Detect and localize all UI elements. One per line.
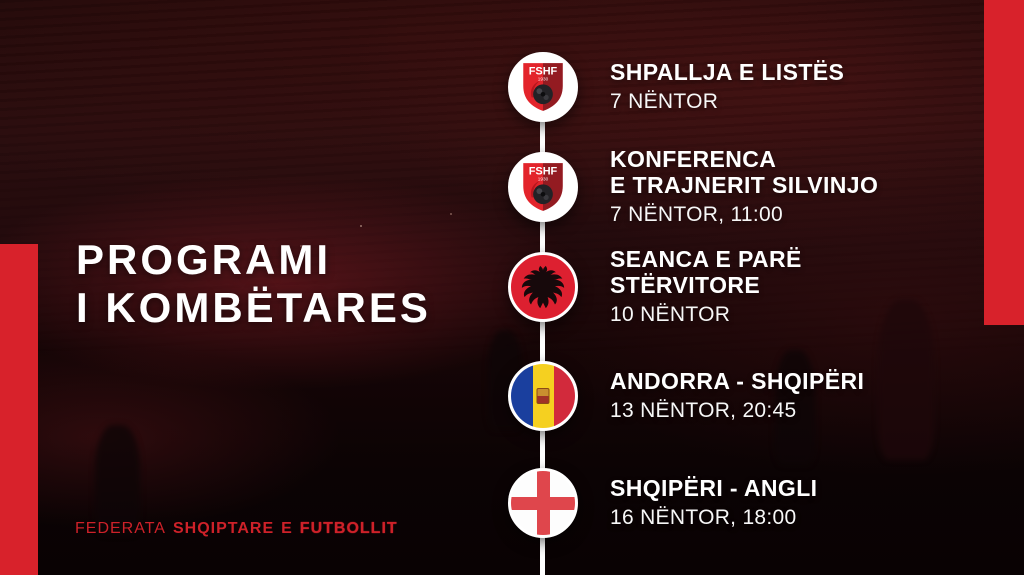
fshf-crest-icon: FSHF 1930 [508,152,578,222]
timeline-event: SEANCA E PARË STËRVITORE 10 NËNTOR [508,246,802,328]
timeline-event: ANDORRA - SHQIPËRI 13 NËNTOR, 20:45 [508,356,864,436]
event-title-line2: E TRAJNERIT SILVINJO [610,172,879,198]
fshf-crest-icon: FSHF 1930 [508,52,578,122]
andorra-coat-of-arms [536,388,550,404]
player-silhouette [775,350,815,465]
timeline-event: FSHF 1930 KONFERENCA E TRAJNERIT SILVINJ… [508,146,878,228]
event-title: SHPALLJA E LISTËS [610,59,845,85]
timeline-event: SHQIPËRI - ANGLI 16 NËNTOR, 18:00 [508,463,817,543]
event-date: 16 NËNTOR, 18:00 [610,506,797,529]
event-text: SHPALLJA E LISTËS 7 NËNTOR [610,59,844,115]
page-title-line1: PROGRAMI [76,236,331,283]
footer-credit: FEDERATA SHQIPTARE E FUTBOLLIT [75,520,405,538]
footer-word: FEDERATA [75,520,166,537]
event-date: 7 NËNTOR, 11:00 [610,203,783,226]
footer-word: FUTBOLLIT [299,520,398,537]
andorra-flag-icon [508,361,578,431]
andorra-flag-stripes [511,364,575,428]
player-silhouette [95,425,140,535]
event-date: 13 NËNTOR, 20:45 [610,399,797,422]
page-title-line2: I KOMBËTARES [76,284,431,331]
fshf-crest-label: FSHF [529,166,558,178]
andorra-yellow-stripe [532,364,554,428]
fshf-crest-year: 1930 [538,176,549,181]
event-title: SEANCA E PARË [610,246,802,272]
timeline-line [540,87,545,575]
footer-word: E [281,520,293,537]
floodlight-glints [360,225,362,227]
andorra-blue-stripe [511,364,533,428]
event-date: 10 NËNTOR [610,303,731,326]
event-text: SEANCA E PARË STËRVITORE 10 NËNTOR [610,246,802,328]
player-silhouette [878,300,934,460]
timeline-event: FSHF 1930 SHPALLJA E LISTËS 7 NËNTOR [508,47,844,127]
event-title: ANDORRA - SHQIPËRI [610,368,865,394]
event-title: SHQIPËRI - ANGLI [610,475,818,501]
albania-flag-icon [508,252,578,322]
footer-word: SHQIPTARE [172,520,275,537]
event-date: 7 NËNTOR [610,90,719,113]
event-title-line2: STËRVITORE [610,272,761,298]
fshf-crest-year: 1930 [538,76,549,81]
fshf-crest-svg: FSHF 1930 [523,63,563,111]
right-red-bar [984,0,1024,325]
fshf-crest-label: FSHF [529,66,558,78]
fshf-crest-svg: FSHF 1930 [523,163,563,211]
st-george-cross [511,471,575,535]
event-text: ANDORRA - SHQIPËRI 13 NËNTOR, 20:45 [610,368,864,424]
page-title: PROGRAMI I KOMBËTARES [76,236,431,332]
andorra-red-stripe [553,364,575,428]
event-title: KONFERENCA [610,146,777,172]
event-text: KONFERENCA E TRAJNERIT SILVINJO 7 NËNTOR… [610,146,878,228]
england-flag-icon [508,468,578,538]
left-red-bar [0,244,38,575]
albania-eagle-svg [521,265,565,309]
event-text: SHQIPËRI - ANGLI 16 NËNTOR, 18:00 [610,475,817,531]
